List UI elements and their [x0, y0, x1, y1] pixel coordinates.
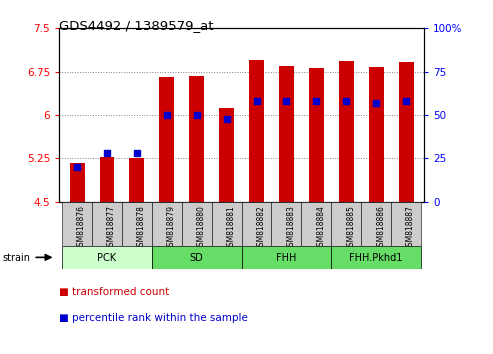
Bar — [122, 202, 152, 246]
Text: GSM818882: GSM818882 — [256, 205, 266, 251]
Bar — [242, 246, 331, 269]
Text: PCK: PCK — [98, 252, 116, 263]
Bar — [62, 246, 152, 269]
Text: SD: SD — [190, 252, 204, 263]
Bar — [331, 202, 361, 246]
Text: GSM818881: GSM818881 — [227, 205, 236, 251]
Text: GSM818880: GSM818880 — [197, 205, 206, 251]
Bar — [279, 66, 294, 202]
Text: GSM818878: GSM818878 — [137, 205, 146, 251]
Bar — [211, 202, 242, 246]
Text: GSM818886: GSM818886 — [376, 205, 385, 251]
Bar — [189, 76, 204, 202]
Bar — [369, 67, 384, 202]
Bar — [361, 202, 391, 246]
Bar — [152, 246, 242, 269]
Bar — [309, 68, 324, 202]
Bar — [242, 202, 272, 246]
Bar — [398, 62, 414, 202]
Bar — [249, 60, 264, 202]
Text: GSM818884: GSM818884 — [317, 205, 325, 251]
Text: GSM818885: GSM818885 — [346, 205, 355, 251]
Text: GSM818876: GSM818876 — [77, 205, 86, 251]
Bar — [92, 202, 122, 246]
Text: GSM818879: GSM818879 — [167, 205, 176, 251]
Text: FHH.Pkhd1: FHH.Pkhd1 — [350, 252, 403, 263]
Text: ■ transformed count: ■ transformed count — [59, 287, 170, 297]
Text: FHH: FHH — [276, 252, 297, 263]
Text: GSM818877: GSM818877 — [107, 205, 116, 251]
Bar — [339, 61, 353, 202]
Bar — [182, 202, 211, 246]
Bar — [391, 202, 421, 246]
Text: GDS4492 / 1389579_at: GDS4492 / 1389579_at — [59, 19, 213, 33]
Text: ■ percentile rank within the sample: ■ percentile rank within the sample — [59, 313, 248, 322]
Bar — [100, 157, 114, 202]
Bar — [301, 202, 331, 246]
Bar — [62, 202, 92, 246]
Bar — [272, 202, 301, 246]
Text: GSM818883: GSM818883 — [286, 205, 295, 251]
Bar — [152, 202, 182, 246]
Bar — [219, 108, 234, 202]
Text: GSM818887: GSM818887 — [406, 205, 415, 251]
Bar — [159, 78, 175, 202]
Bar — [70, 163, 85, 202]
Text: strain: strain — [2, 253, 31, 263]
Bar — [130, 159, 144, 202]
Bar — [331, 246, 421, 269]
